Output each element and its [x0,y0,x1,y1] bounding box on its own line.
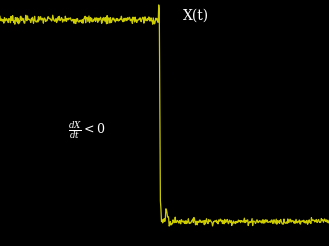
Text: X(t): X(t) [183,9,209,23]
Text: $\frac{dX}{dt} < 0$: $\frac{dX}{dt} < 0$ [68,119,106,141]
